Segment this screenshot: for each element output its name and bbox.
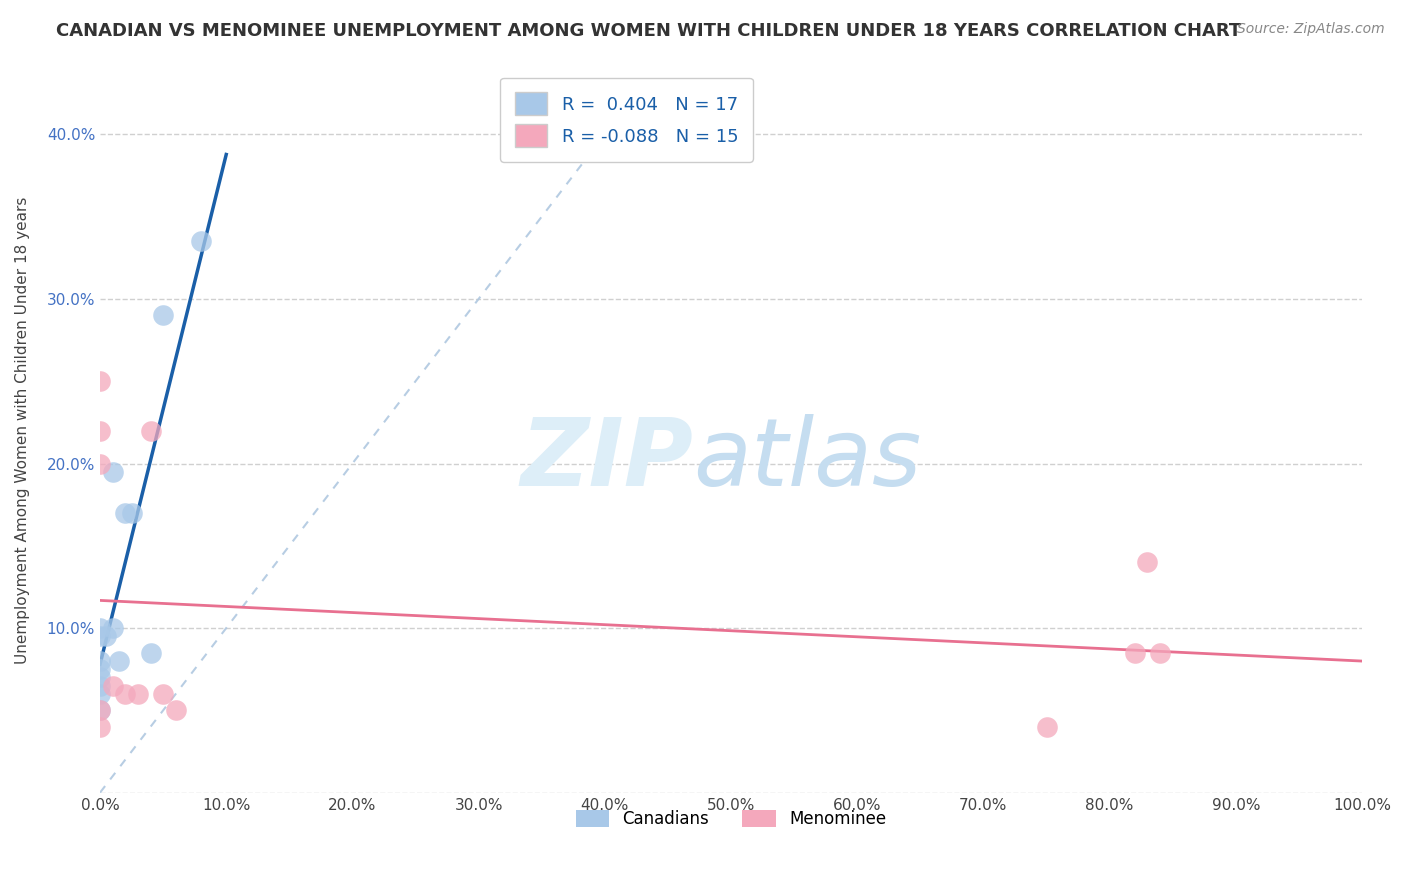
Point [121, 506, 143, 520]
Point [139, 646, 162, 660]
Text: CANADIAN VS MENOMINEE UNEMPLOYMENT AMONG WOMEN WITH CHILDREN UNDER 18 YEARS CORR: CANADIAN VS MENOMINEE UNEMPLOYMENT AMONG… [56, 22, 1241, 40]
Point [89, 703, 111, 717]
Point [127, 687, 149, 701]
Point [101, 465, 124, 479]
Point [1149, 646, 1171, 660]
Point [89, 662, 111, 676]
Point [89, 629, 111, 643]
Point [101, 621, 124, 635]
Y-axis label: Unemployment Among Women with Children Under 18 years: Unemployment Among Women with Children U… [15, 197, 30, 665]
Point [89, 654, 111, 668]
Point [165, 703, 187, 717]
Point [89, 424, 111, 438]
Point [89, 720, 111, 734]
Point [89, 703, 111, 717]
Point [89, 670, 111, 684]
Point [1123, 646, 1146, 660]
Point [89, 621, 111, 635]
Point [1035, 720, 1057, 734]
Point [114, 506, 136, 520]
Point [101, 679, 124, 693]
Text: atlas: atlas [693, 414, 921, 505]
Point [89, 374, 111, 388]
Point [152, 309, 174, 323]
Point [89, 679, 111, 693]
Text: Source: ZipAtlas.com: Source: ZipAtlas.com [1237, 22, 1385, 37]
Point [1136, 555, 1159, 569]
Point [89, 457, 111, 471]
Text: ZIP: ZIP [520, 414, 693, 506]
Point [139, 424, 162, 438]
Legend: Canadians, Menominee: Canadians, Menominee [569, 804, 893, 835]
Point [190, 235, 212, 249]
Point [89, 687, 111, 701]
Point [96, 629, 118, 643]
Point [152, 687, 174, 701]
Point [114, 687, 136, 701]
Point [108, 654, 131, 668]
